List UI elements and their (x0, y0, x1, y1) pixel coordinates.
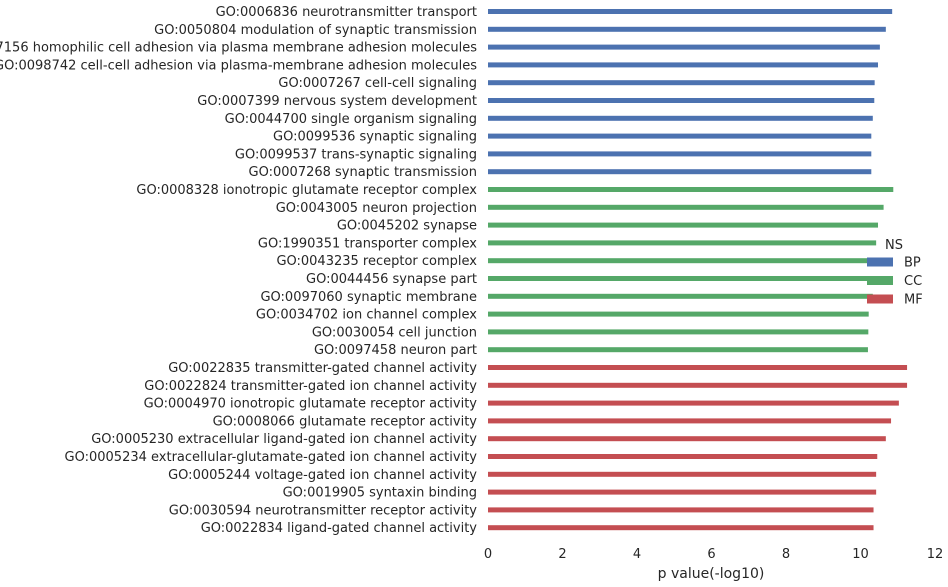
bars (488, 9, 908, 531)
bar-cc (488, 258, 875, 264)
category-label: GO:0099537 trans-synaptic signaling (235, 147, 477, 162)
bar-mf (488, 436, 886, 442)
category-label: GO:0043005 neuron projection (276, 201, 477, 216)
bar-bp (488, 80, 875, 86)
bar-mf (488, 489, 877, 495)
category-label: GO:0022835 transmitter-gated channel act… (168, 361, 477, 376)
category-labels: GO:0006836 neurotransmitter transport GO:… (0, 5, 477, 536)
category-label: GO:0030594 neurotransmitter receptor act… (169, 503, 478, 518)
x-tick-label: 2 (558, 547, 566, 562)
bar-bp (488, 26, 886, 32)
bar-bp (488, 151, 872, 157)
x-tick-label: 12 (927, 547, 944, 562)
bar-cc (488, 293, 873, 299)
bar-bp (488, 44, 880, 50)
bar-bp (488, 9, 893, 14)
bar-cc (488, 276, 874, 281)
category-label: GO:0099536 synaptic signaling (273, 130, 477, 145)
bar-bp (488, 98, 875, 103)
legend-swatch-cc (867, 276, 893, 285)
category-label: GO:0034702 ion channel complex (256, 308, 477, 323)
x-axis-ticks: 0 2 4 6 8 10 12 (484, 547, 943, 562)
x-tick-label: 0 (484, 547, 492, 562)
category-label: GO:0044700 single organism signaling (225, 112, 477, 127)
category-label: GO:0007399 nervous system development (197, 94, 477, 109)
legend-entry-mf: MF (904, 293, 923, 308)
bar-bp (488, 115, 873, 121)
category-label: GO:0043235 receptor complex (276, 254, 477, 269)
bar-mf (488, 525, 874, 531)
category-label: GO:0019905 syntaxin binding (283, 486, 477, 501)
legend-entry-bp: BP (904, 256, 921, 271)
category-label: GO:1990351 transporter complex (258, 236, 477, 251)
x-tick-label: 10 (852, 547, 869, 562)
legend: NS BP CC MF (867, 238, 923, 308)
category-label: GO:0045202 synapse (337, 219, 477, 234)
category-label: GO:0008066 glutamate receptor activity (213, 414, 478, 429)
bar-cc (488, 187, 894, 192)
bar-cc (488, 204, 884, 210)
category-label: GO:0005244 voltage-gated ion channel act… (168, 468, 477, 483)
category-label: GO:0044456 synapse part (306, 272, 477, 287)
category-label: GO:0005234 extracellular-glutamate-gated… (65, 450, 478, 465)
category-label: GO:0008328 ionotropic glutamate receptor… (136, 183, 477, 198)
bar-cc (488, 329, 869, 335)
legend-entry-cc: CC (904, 274, 922, 289)
category-label: GO:0022824 transmitter-gated ion channel… (144, 379, 477, 394)
legend-swatch-bp (867, 257, 893, 267)
legend-swatch-mf (867, 294, 893, 304)
bar-cc (488, 347, 868, 353)
bar-mf (488, 471, 877, 477)
x-tick-label: 4 (633, 547, 641, 562)
category-label: GO:0097458 neuron part (314, 343, 477, 358)
category-label: GO:0004970 ionotropic glutamate receptor… (144, 397, 478, 412)
category-label: GO:0007268 synaptic transmission (249, 165, 477, 180)
category-label: GO:0098742 cell-cell adhesion via plasma… (0, 58, 477, 73)
bar-mf (488, 507, 874, 513)
category-label: GO:0005230 extracellular ligand-gated io… (91, 432, 477, 447)
category-label: GO:0007267 cell-cell signaling (278, 76, 477, 91)
category-label: GO:0007156 homophilic cell adhesion via … (0, 41, 477, 56)
bar-cc (488, 311, 869, 317)
category-label: GO:0006836 neurotransmitter transport (216, 5, 477, 20)
bar-mf (488, 382, 908, 388)
bar-mf (488, 418, 892, 424)
category-label: GO:0022834 ligand-gated channel activity (201, 521, 478, 536)
bar-cc (488, 240, 877, 246)
bar-mf (488, 454, 878, 459)
bar-cc (488, 222, 879, 228)
bar-bp (488, 62, 879, 68)
x-axis-label: p value(-log10) (658, 566, 765, 582)
category-label: GO:0050804 modulation of synaptic transm… (154, 23, 477, 38)
bar-mf (488, 365, 908, 370)
category-label: GO:0097060 synaptic membrane (260, 290, 477, 305)
bar-bp (488, 169, 872, 175)
bar-bp (488, 133, 872, 139)
x-tick-label: 6 (707, 547, 715, 562)
bar-mf (488, 400, 899, 406)
x-tick-label: 8 (782, 547, 790, 562)
legend-title: NS (885, 238, 903, 253)
category-label: GO:0030054 cell junction (312, 325, 477, 340)
